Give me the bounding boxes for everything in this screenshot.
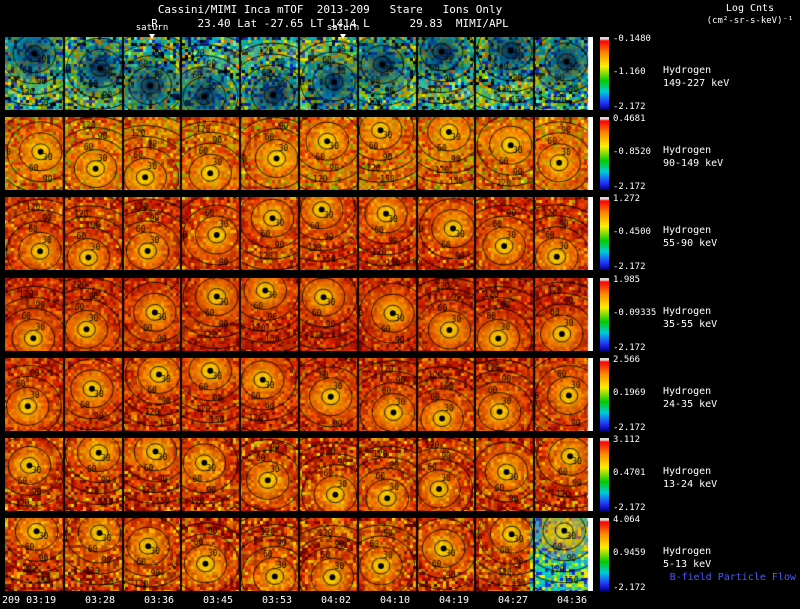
saturn-marker-1: saturn bbox=[130, 24, 174, 39]
colorbar-mid-value-1: -1.160 bbox=[613, 67, 646, 77]
colorbar-mid-value-7: 0.9459 bbox=[613, 548, 646, 558]
channel-energy-label-6: 13-24 keV bbox=[663, 479, 718, 490]
time-tick-label-8: 04:27 bbox=[497, 595, 529, 606]
colorbar-min-value-3: -2.172 bbox=[613, 262, 646, 272]
channel-species-label-1: Hydrogen bbox=[663, 65, 712, 76]
channel-species-label-7: Hydrogen bbox=[663, 546, 712, 557]
colorbar-max-value-5: 2.566 bbox=[613, 355, 641, 365]
time-tick-label-1: 03:28 bbox=[84, 595, 116, 606]
down-arrow-icon bbox=[340, 34, 346, 39]
colorbar-4 bbox=[600, 278, 609, 351]
spectrogram-panel-5 bbox=[5, 358, 593, 431]
time-tick-label-4: 03:53 bbox=[261, 595, 293, 606]
colorbar-3 bbox=[600, 197, 609, 270]
time-tick-label-5: 04:02 bbox=[320, 595, 352, 606]
channel-energy-label-2: 90-149 keV bbox=[663, 158, 724, 169]
channel-species-label-5: Hydrogen bbox=[663, 386, 712, 397]
down-arrow-icon bbox=[149, 34, 155, 39]
colorbar-units-label: Log Cnts (cm²-sr-s-keV)⁻¹ bbox=[702, 3, 798, 27]
colorbar-min-value-5: -2.172 bbox=[613, 423, 646, 433]
colorbar-mid-value-6: 0.4701 bbox=[613, 468, 646, 478]
time-tick-label-6: 04:10 bbox=[379, 595, 411, 606]
saturn-marker-label: saturn bbox=[326, 23, 360, 33]
channel-energy-label-1: 149-227 keV bbox=[663, 78, 730, 89]
time-tick-label-3: 03:45 bbox=[202, 595, 234, 606]
time-tick-label-7: 04:19 bbox=[438, 595, 470, 606]
colorbar-7 bbox=[600, 518, 609, 591]
colorbar-5 bbox=[600, 358, 609, 431]
time-tick-label-9: 04:36 bbox=[556, 595, 588, 606]
spectrogram-panel-7 bbox=[5, 518, 593, 591]
colorbar-6 bbox=[600, 438, 609, 511]
colorbar-1 bbox=[600, 37, 609, 110]
channel-species-label-4: Hydrogen bbox=[663, 306, 712, 317]
colorbar-mid-value-5: 0.1969 bbox=[613, 388, 646, 398]
bfield-particle-flow-label: B-field Particle Flow bbox=[669, 572, 796, 583]
channel-species-label-3: Hydrogen bbox=[663, 225, 712, 236]
colorbar-min-value-4: -2.172 bbox=[613, 343, 646, 353]
saturn-marker-2: saturn bbox=[321, 24, 365, 39]
plot-title: Cassini/MIMI Inca mTOF 2013-209 Stare Io… bbox=[157, 3, 503, 16]
time-tick-label-0: 209 03:19 bbox=[2, 595, 57, 606]
colorbar-max-value-4: 1.985 bbox=[613, 275, 641, 285]
colorbar-min-value-7: -2.172 bbox=[613, 583, 646, 593]
colorbar-min-value-2: -2.172 bbox=[613, 182, 646, 192]
colorbar-mid-value-4: -0.09335 bbox=[613, 308, 657, 318]
spectrogram-panel-2 bbox=[5, 117, 593, 190]
channel-energy-label-3: 55-90 keV bbox=[663, 238, 718, 249]
plot-subtitle: R 23.40 Lat -27.65 LT 1414 L 29.83 MIMI/… bbox=[151, 17, 509, 30]
colorbar-2 bbox=[600, 117, 609, 190]
colorbar-mid-value-2: -0.8520 bbox=[613, 147, 651, 157]
colorbar-mid-value-3: -0.4500 bbox=[613, 227, 651, 237]
colorbar-units-line2: (cm²-sr-s-keV)⁻¹ bbox=[706, 16, 794, 26]
colorbar-max-value-7: 4.064 bbox=[613, 515, 641, 525]
channel-energy-label-4: 35-55 keV bbox=[663, 319, 718, 330]
channel-species-label-2: Hydrogen bbox=[663, 145, 712, 156]
spectrogram-panel-6 bbox=[5, 438, 593, 511]
spectrogram-panel-1 bbox=[5, 37, 593, 110]
colorbar-max-value-3: 1.272 bbox=[613, 194, 641, 204]
saturn-marker-label: saturn bbox=[135, 23, 169, 33]
colorbar-max-value-2: 0.4681 bbox=[613, 114, 646, 124]
channel-species-label-6: Hydrogen bbox=[663, 466, 712, 477]
spectrogram-panel-4 bbox=[5, 278, 593, 351]
spectrogram-panel-3 bbox=[5, 197, 593, 270]
channel-energy-label-5: 24-35 keV bbox=[663, 399, 718, 410]
colorbar-max-value-1: -0.1480 bbox=[613, 34, 651, 44]
colorbar-units-line1: Log Cnts bbox=[725, 3, 775, 14]
time-tick-label-2: 03:36 bbox=[143, 595, 175, 606]
colorbar-min-value-6: -2.172 bbox=[613, 503, 646, 513]
colorbar-min-value-1: -2.172 bbox=[613, 102, 646, 112]
colorbar-max-value-6: 3.112 bbox=[613, 435, 641, 445]
channel-energy-label-7: 5-13 keV bbox=[663, 559, 712, 570]
